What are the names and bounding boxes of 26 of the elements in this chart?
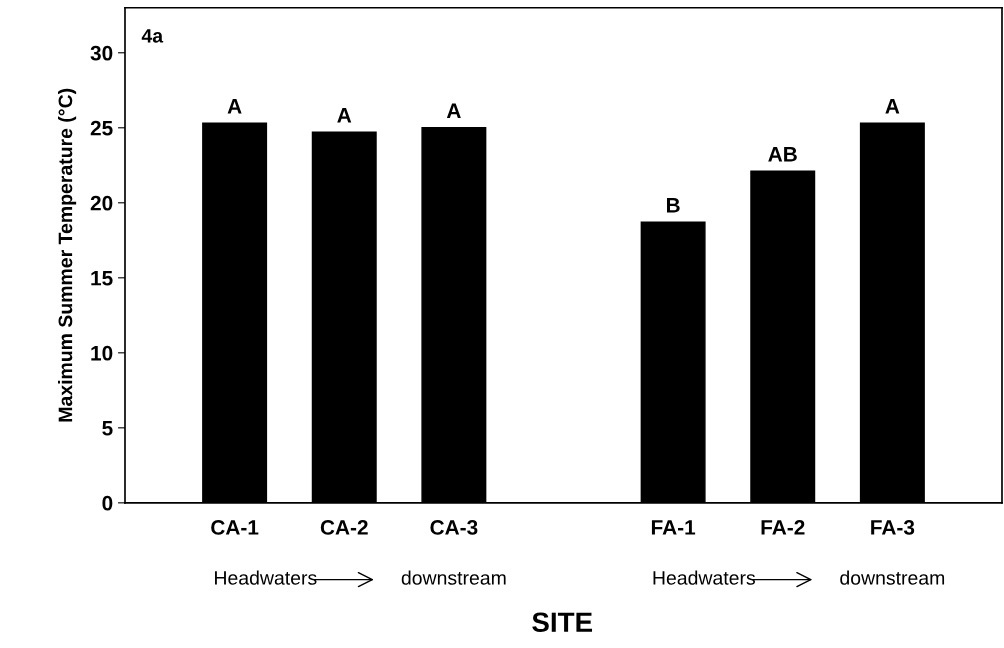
text: downstream [840,570,945,585]
x-tick-label: CA-3 [430,520,478,535]
y-tick-label: 10 [91,345,113,361]
x-tick-label: FA-3 [871,520,915,535]
y-tick-label: 30 [90,45,113,61]
text: Headwaters [215,570,317,585]
annotation: A [885,99,900,114]
annotation: AB [768,147,797,162]
y-tick-label: 0 [102,495,113,511]
annotation: 4a [141,29,164,43]
annotation: A [446,103,461,118]
text: Headwaters [653,570,755,585]
y-tick-label: 5 [102,421,113,436]
annotation: A [227,99,242,114]
x-tick-label: FA-1 [651,520,696,535]
x-tick-label: CA-2 [320,520,368,535]
text: downstream [401,570,506,585]
x-tick-label: CA-1 [211,520,259,535]
annotation: A [337,108,352,123]
annotation: B [666,198,680,213]
y-tick-label: 15 [91,271,113,286]
y-tick-label: 20 [90,195,113,211]
y-axis-title: Maximum Summer Temperature (°C) [58,88,77,422]
x-axis-title: SITE [532,612,593,633]
x-tick-label: FA-2 [761,520,805,535]
y-tick-label: 25 [90,120,113,136]
